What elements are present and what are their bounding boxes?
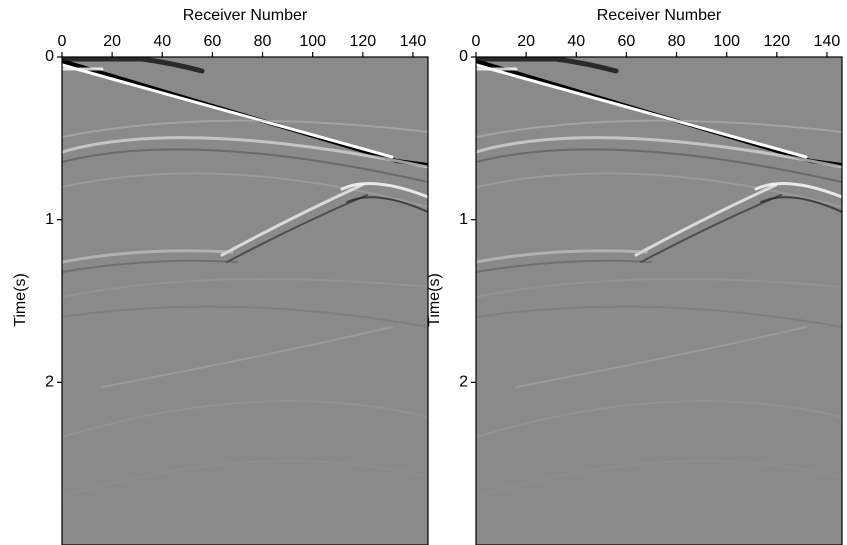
x-tick-label: 120 [349,33,376,50]
x-tick-label: 20 [103,33,121,50]
x-tick-label: 0 [472,33,481,50]
x-tick-label: 80 [668,33,686,50]
x-tick-label: 120 [763,33,790,50]
y-tick-label: 0 [459,48,468,65]
x-tick-label: 100 [299,33,326,50]
y-axis-label: Time(s) [426,273,443,327]
y-tick-label: 1 [459,211,468,228]
y-axis-label: Time(s) [12,273,29,327]
x-tick-label: 0 [58,33,67,50]
x-tick-label: 60 [204,33,222,50]
plot-frame [61,56,429,545]
seismic-image [476,57,842,545]
y-tick-label: 2 [45,374,54,391]
x-axis-label: Receiver Number [597,7,722,24]
y-tick-label: 1 [45,211,54,228]
x-tick-label: 40 [153,33,171,50]
y-tick-label: 0 [45,48,54,65]
x-tick-label: 20 [517,33,535,50]
x-tick-label: 40 [567,33,585,50]
x-tick-label: 60 [618,33,636,50]
seismic-image [62,57,428,545]
x-tick-label: 80 [254,33,272,50]
y-tick-label: 2 [459,374,468,391]
x-axis-label: Receiver Number [183,7,308,24]
plot-frame [475,56,843,545]
x-tick-label: 140 [814,33,841,50]
x-tick-label: 100 [713,33,740,50]
x-tick-label: 140 [400,33,427,50]
